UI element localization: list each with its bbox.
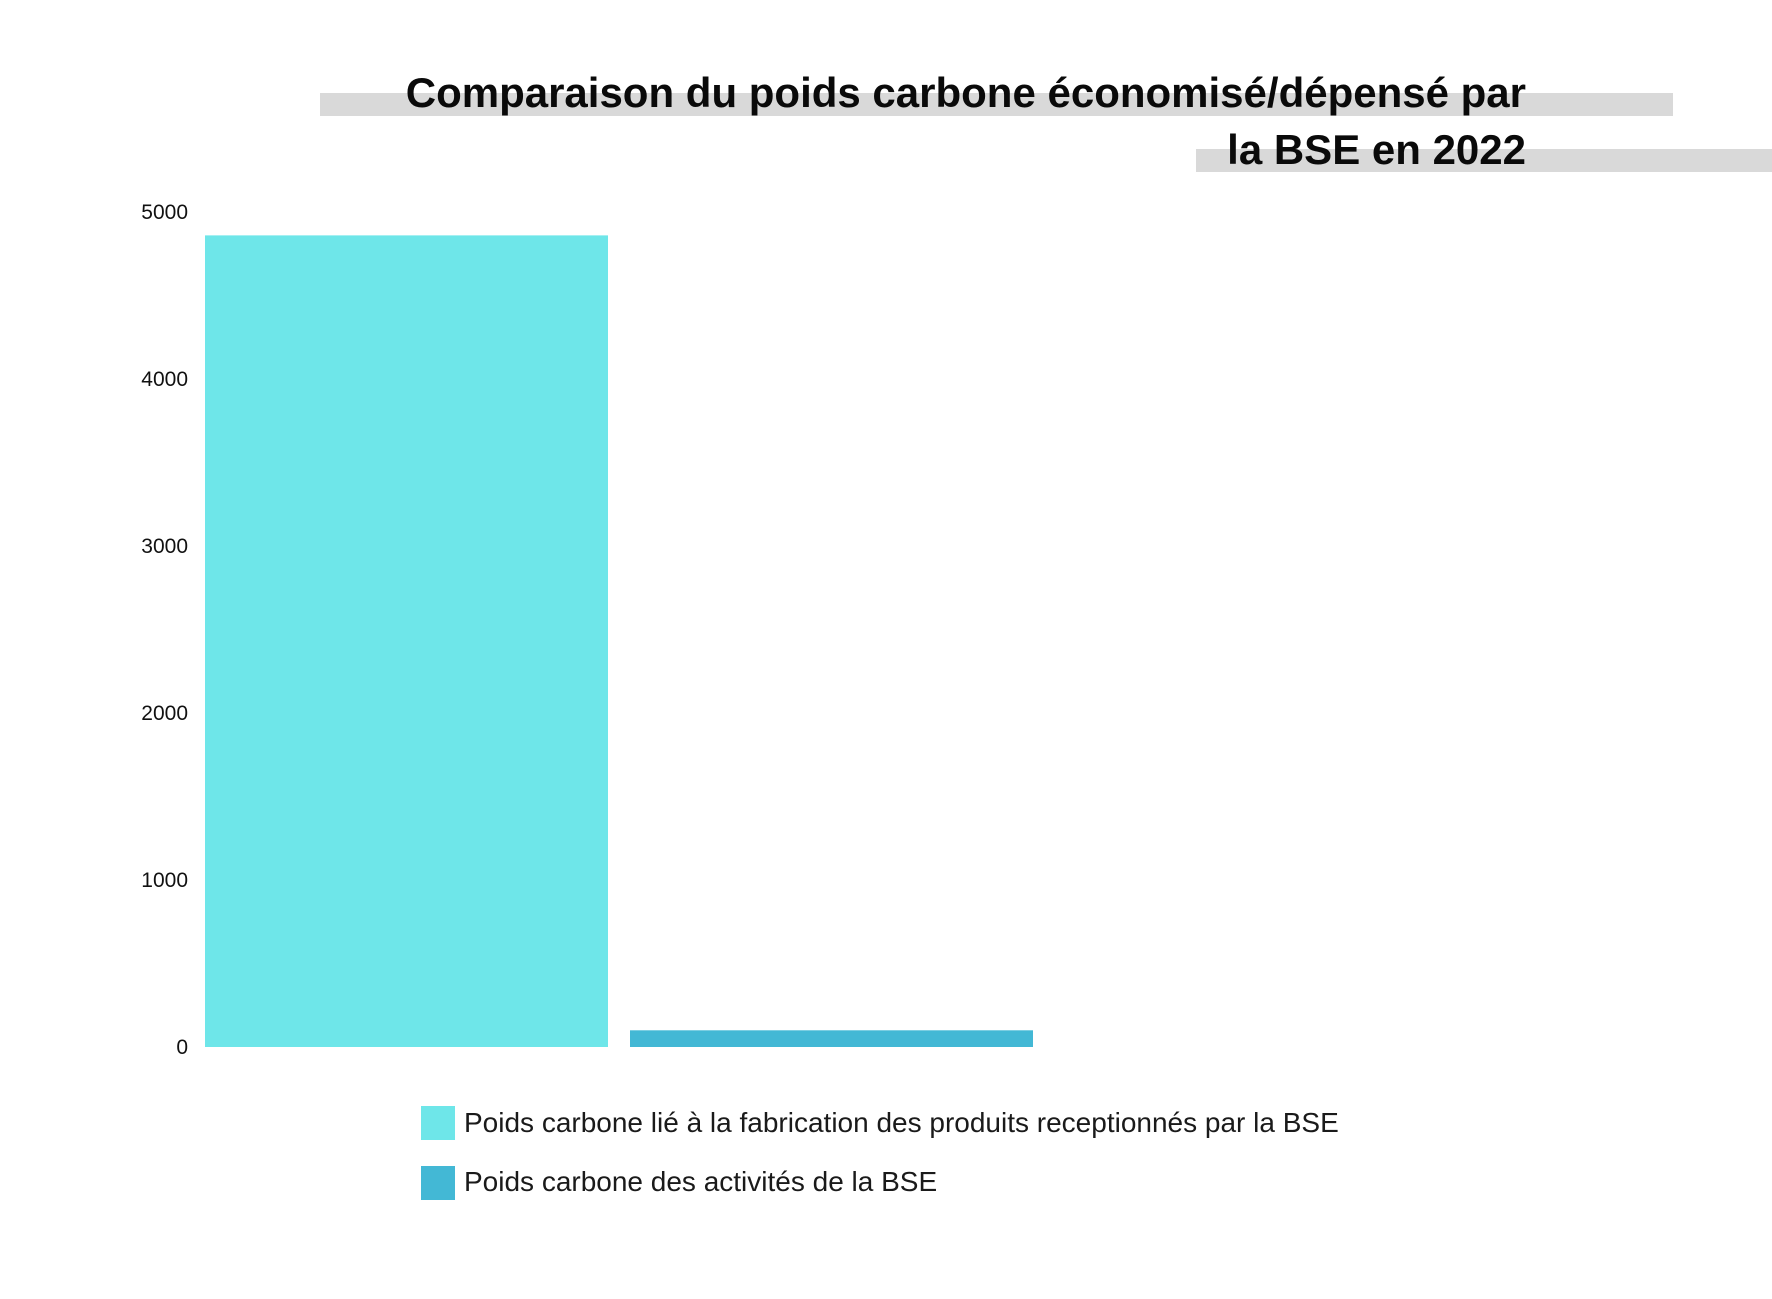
y-tick-label: 1000 xyxy=(141,869,188,892)
y-tick-label: 5000 xyxy=(141,201,188,224)
title-highlight-1 xyxy=(320,93,1673,116)
bar-activites xyxy=(630,1030,1033,1047)
legend-label-fabrication: Poids carbone lié à la fabrication des p… xyxy=(464,1107,1339,1138)
bars xyxy=(205,235,1033,1047)
y-tick-label: 3000 xyxy=(141,535,188,558)
chart-title-line-1: Comparaison du poids carbone économisé/d… xyxy=(406,69,1526,116)
y-tick-label: 4000 xyxy=(141,368,188,391)
legend-swatch-activites xyxy=(421,1166,455,1200)
legend-swatch-fabrication xyxy=(421,1106,455,1140)
y-axis: 0 1000 2000 3000 4000 5000 xyxy=(141,201,188,1059)
chart-title-line-2: la BSE en 2022 xyxy=(1227,126,1526,173)
legend-label-activites: Poids carbone des activités de la BSE xyxy=(464,1166,937,1197)
title-highlight-2 xyxy=(1196,149,1772,172)
y-tick-label: 2000 xyxy=(141,702,188,725)
chart-title: Comparaison du poids carbone économisé/d… xyxy=(320,69,1772,173)
legend: Poids carbone lié à la fabrication des p… xyxy=(421,1106,1339,1200)
bar-fabrication xyxy=(205,235,608,1047)
y-tick-label: 0 xyxy=(176,1036,188,1059)
